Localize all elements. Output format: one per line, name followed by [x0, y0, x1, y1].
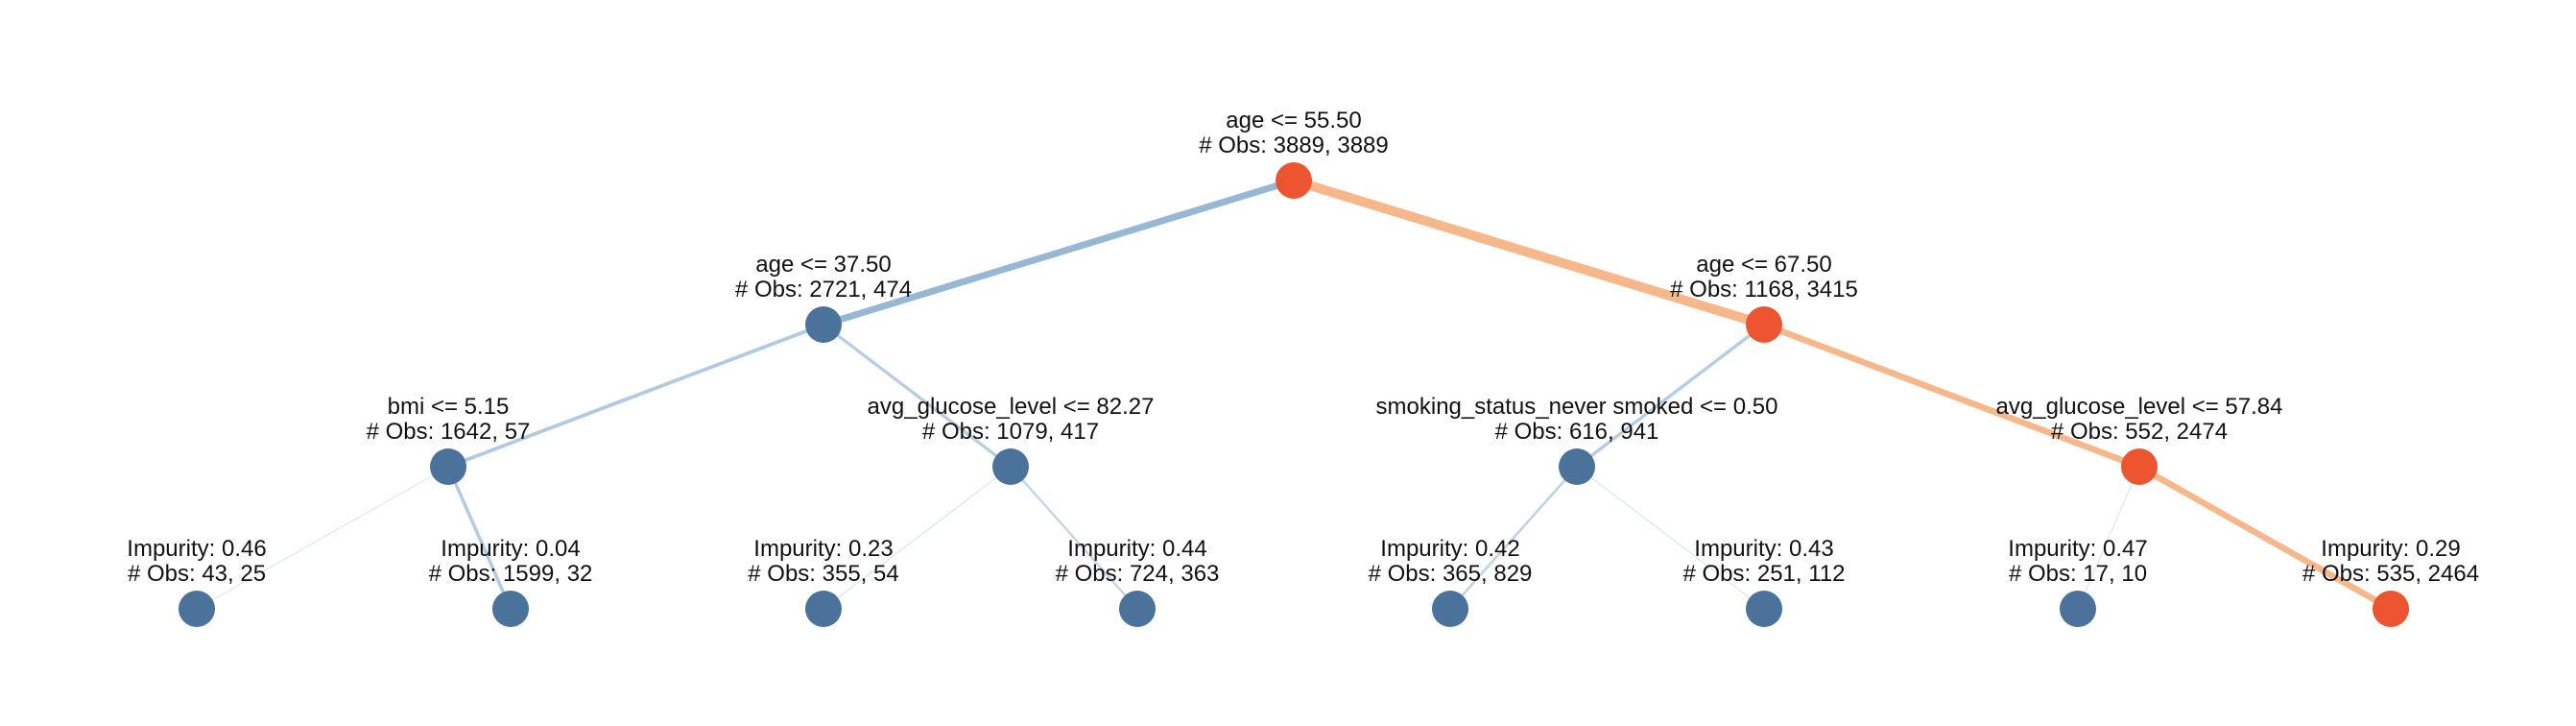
tree-edge-n-r-to-n-rr [1760, 321, 2143, 471]
tree-leaf-3[interactable]: Impurity: 0.23# Obs: 355, 54 [748, 536, 899, 627]
tree-leaf-6-label: Impurity: 0.43 [1694, 536, 1833, 562]
tree-node-root-obs: # Obs: 3889, 3889 [1199, 133, 1388, 158]
tree-leaf-5[interactable]: Impurity: 0.42# Obs: 365, 829 [1369, 536, 1533, 627]
tree-node-avg-glucose-82-27-label: avg_glucose_level <= 82.27 [868, 394, 1155, 420]
tree-node-avg-glucose-82-27-obs: # Obs: 1079, 417 [922, 419, 1099, 445]
tree-edge-n-l-to-n-ll [446, 323, 825, 469]
tree-leaf-4-obs: # Obs: 724, 363 [1056, 561, 1220, 587]
tree-edge-n-rr-to-leaf-8 [2135, 463, 2395, 613]
tree-node-avg-glucose-57-84-circle[interactable] [2121, 448, 2158, 485]
tree-node-bmi-5-15-circle[interactable] [430, 448, 466, 485]
tree-edge-n-rl-to-leaf-6 [1576, 466, 1765, 610]
tree-leaf-7-obs: # Obs: 17, 10 [2009, 561, 2147, 587]
tree-leaf-8[interactable]: Impurity: 0.29# Obs: 535, 2464 [2302, 536, 2479, 627]
tree-node-age-67-50-label: age <= 67.50 [1696, 252, 1831, 278]
tree-leaf-5-circle[interactable] [1432, 591, 1468, 627]
tree-leaf-5-label: Impurity: 0.42 [1380, 536, 1519, 562]
tree-node-root[interactable]: age <= 55.50# Obs: 3889, 3889 [1199, 108, 1389, 199]
tree-node-bmi-5-15-obs: # Obs: 1642, 57 [367, 419, 531, 445]
tree-leaf-5-obs: # Obs: 365, 829 [1369, 561, 1533, 587]
tree-leaf-3-obs: # Obs: 355, 54 [748, 561, 898, 587]
tree-edge-n-lr-to-leaf-3 [823, 466, 1012, 610]
tree-leaf-3-label: Impurity: 0.23 [753, 536, 893, 562]
tree-leaf-1-label: Impurity: 0.46 [127, 536, 266, 562]
tree-node-smoking-status-obs: # Obs: 616, 941 [1495, 419, 1659, 445]
tree-edge-root-to-n-l [820, 177, 1298, 328]
tree-edge-n-ll-to-leaf-1 [196, 466, 449, 610]
tree-node-smoking-status-label: smoking_status_never smoked <= 0.50 [1376, 394, 1778, 420]
tree-leaf-4[interactable]: Impurity: 0.44# Obs: 724, 363 [1056, 536, 1220, 627]
tree-node-age-37-50[interactable]: age <= 37.50# Obs: 2721, 474 [735, 252, 912, 343]
tree-leaf-4-label: Impurity: 0.44 [1067, 536, 1206, 562]
tree-edge-n-ll-to-leaf-2 [446, 465, 513, 611]
tree-node-avg-glucose-82-27-circle[interactable] [992, 448, 1029, 485]
tree-leaf-6[interactable]: Impurity: 0.43# Obs: 251, 112 [1682, 536, 1846, 627]
tree-edge-n-r-to-n-rl [1575, 323, 1766, 469]
tree-leaf-6-obs: # Obs: 251, 112 [1682, 561, 1845, 587]
tree-leaf-2[interactable]: Impurity: 0.04# Obs: 1599, 32 [429, 536, 593, 627]
tree-node-root-circle[interactable] [1276, 162, 1312, 199]
tree-leaf-2-obs: # Obs: 1599, 32 [429, 561, 593, 587]
tree-node-avg-glucose-57-84-label: avg_glucose_level <= 57.84 [1996, 394, 2283, 420]
tree-leaf-1[interactable]: Impurity: 0.46# Obs: 43, 25 [127, 536, 267, 627]
tree-node-avg-glucose-57-84[interactable]: avg_glucose_level <= 57.84# Obs: 552, 24… [1996, 394, 2283, 485]
tree-nodes: age <= 55.50# Obs: 3889, 3889 age <= 37.5… [127, 108, 2479, 627]
tree-leaf-8-obs: # Obs: 535, 2464 [2302, 561, 2479, 587]
tree-node-age-67-50[interactable]: age <= 67.50# Obs: 1168, 3415 [1670, 252, 1858, 343]
tree-edge-n-l-to-n-lr [822, 323, 1013, 469]
tree-leaf-1-obs: # Obs: 43, 25 [128, 561, 266, 587]
tree-node-bmi-5-15-label: bmi <= 5.15 [388, 394, 510, 420]
tree-leaf-1-circle[interactable] [179, 591, 215, 627]
tree-leaf-7[interactable]: Impurity: 0.47# Obs: 17, 10 [2008, 536, 2148, 627]
tree-node-age-37-50-label: age <= 37.50 [755, 252, 891, 278]
tree-node-avg-glucose-57-84-obs: # Obs: 552, 2474 [2051, 419, 2228, 445]
tree-leaf-8-label: Impurity: 0.29 [2321, 536, 2460, 562]
tree-node-age-37-50-obs: # Obs: 2721, 474 [735, 277, 912, 302]
tree-node-avg-glucose-82-27[interactable]: avg_glucose_level <= 82.27# Obs: 1079, 4… [868, 394, 1155, 485]
tree-leaf-7-circle[interactable] [2060, 591, 2096, 627]
tree-leaf-3-circle[interactable] [805, 591, 842, 627]
tree-node-root-label: age <= 55.50 [1226, 108, 1361, 133]
tree-leaf-4-circle[interactable] [1119, 591, 1156, 627]
tree-leaf-2-label: Impurity: 0.04 [441, 536, 580, 562]
tree-node-age-67-50-circle[interactable] [1746, 306, 1782, 343]
tree-node-smoking-status-circle[interactable] [1559, 448, 1595, 485]
tree-edge-n-lr-to-leaf-4 [1009, 465, 1139, 611]
tree-node-age-37-50-circle[interactable] [805, 306, 842, 343]
tree-leaf-8-circle[interactable] [2373, 591, 2409, 627]
tree-edges [196, 176, 2395, 613]
tree-node-bmi-5-15[interactable]: bmi <= 5.15# Obs: 1642, 57 [367, 394, 531, 485]
tree-leaf-2-circle[interactable] [492, 591, 529, 627]
tree-edge-n-rr-to-leaf-7 [2077, 466, 2140, 610]
tree-leaf-6-circle[interactable] [1746, 591, 1782, 627]
tree-node-age-67-50-obs: # Obs: 1168, 3415 [1670, 277, 1858, 302]
tree-node-smoking-status[interactable]: smoking_status_never smoked <= 0.50# Obs… [1376, 394, 1778, 485]
tree-edge-root-to-n-r [1289, 176, 1769, 329]
tree-edge-n-rl-to-leaf-5 [1448, 465, 1579, 611]
tree-leaf-7-label: Impurity: 0.47 [2008, 536, 2147, 562]
